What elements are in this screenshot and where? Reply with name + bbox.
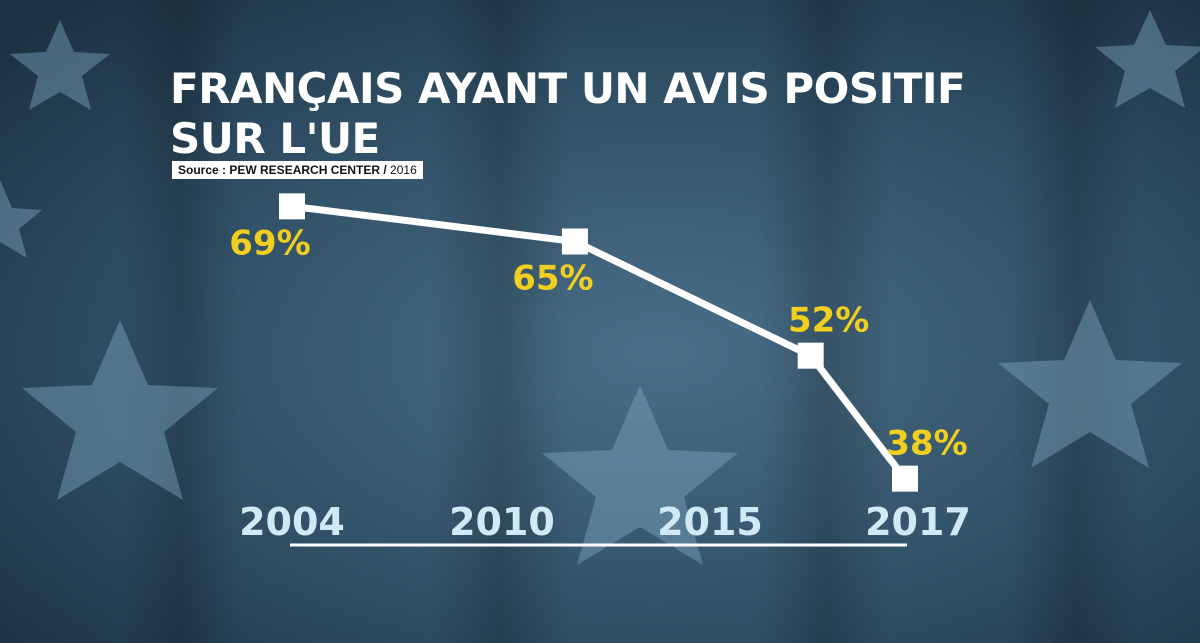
series-line	[291, 202, 908, 481]
x-tick-label: 2017	[865, 500, 971, 544]
data-label: 52%	[788, 301, 869, 341]
x-tick-label: 2010	[449, 500, 555, 544]
source-year: 2016	[390, 163, 417, 177]
data-label: 65%	[512, 258, 593, 298]
source-separator: /	[380, 163, 391, 177]
chart-title: FRANÇAIS AYANT UN AVIS POSITIF SUR L'UE	[170, 64, 990, 164]
background-star	[1095, 10, 1200, 108]
data-label: 69%	[229, 223, 310, 263]
source-label: Source : PEW RESEARCH CENTER	[178, 163, 381, 177]
chart-title-line: SUR L'UE	[170, 114, 380, 163]
x-tick-label: 2015	[657, 500, 763, 544]
chart-title-line: FRANÇAIS AYANT UN AVIS POSITIF	[170, 64, 966, 113]
data-point-marker	[797, 342, 824, 369]
background-star	[10, 20, 110, 110]
source-caption: Source : PEW RESEARCH CENTER / 2016	[172, 161, 423, 179]
data-point-marker	[892, 465, 918, 492]
data-point-marker	[279, 193, 305, 220]
data-label: 38%	[886, 424, 967, 464]
background-star	[542, 385, 738, 565]
x-tick-label: 2004	[239, 500, 345, 544]
data-point-marker	[561, 228, 588, 255]
background-star	[998, 300, 1182, 468]
background-star	[22, 320, 218, 500]
background-star	[0, 180, 42, 258]
